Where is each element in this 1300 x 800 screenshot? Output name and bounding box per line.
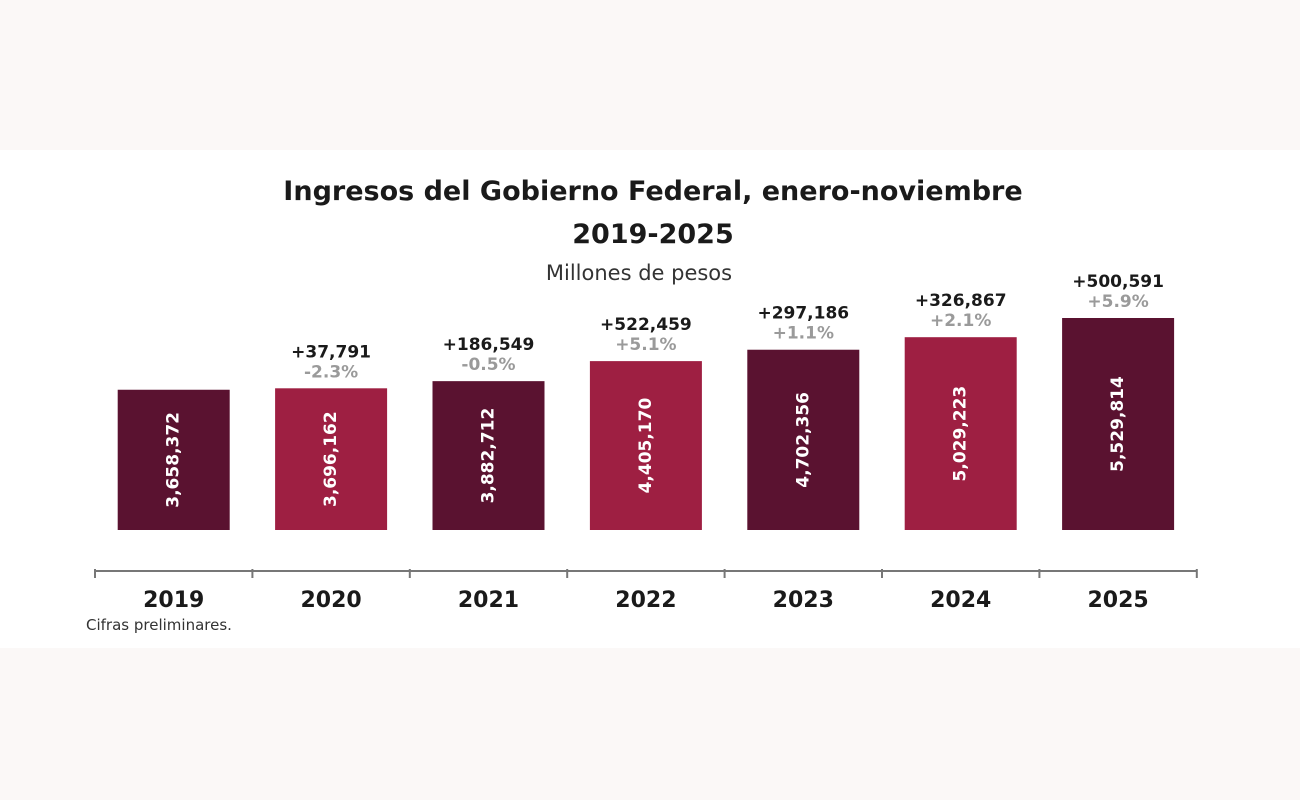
bar-2023 bbox=[747, 349, 860, 530]
percent-label: +5.1% bbox=[615, 335, 676, 355]
bar-value-label: 4,702,356 bbox=[793, 392, 813, 488]
change-label: +186,549 bbox=[443, 335, 535, 355]
x-tick-label: 2025 bbox=[1087, 588, 1148, 613]
percent-label: -2.3% bbox=[304, 362, 358, 382]
change-label: +297,186 bbox=[757, 304, 849, 324]
bar-value-label: 3,882,712 bbox=[479, 408, 499, 504]
change-label: +500,591 bbox=[1072, 272, 1164, 292]
x-tick-label: 2023 bbox=[773, 588, 834, 613]
unit-label: Millones de pesos bbox=[546, 261, 732, 285]
bar-value-label: 5,029,223 bbox=[951, 386, 971, 482]
bar-value-label: 3,696,162 bbox=[321, 411, 341, 507]
change-label: +326,867 bbox=[915, 291, 1007, 311]
percent-label: -0.5% bbox=[461, 355, 515, 375]
change-label: +522,459 bbox=[600, 315, 692, 335]
bar-2021 bbox=[432, 381, 545, 530]
chart-title: Ingresos del Gobierno Federal, enero-nov… bbox=[283, 176, 1022, 207]
bar-2019 bbox=[117, 389, 230, 530]
bar-2020 bbox=[275, 388, 388, 530]
footnote: Cifras preliminares. bbox=[86, 616, 232, 634]
bar-2025 bbox=[1062, 318, 1175, 530]
bar-value-label: 5,529,814 bbox=[1108, 376, 1128, 472]
bar-value-label: 4,405,170 bbox=[636, 398, 656, 494]
x-tick-label: 2019 bbox=[143, 588, 204, 613]
change-label: +37,791 bbox=[291, 342, 371, 362]
bar-2024 bbox=[904, 337, 1017, 530]
percent-label: +5.9% bbox=[1087, 292, 1148, 312]
x-tick-label: 2021 bbox=[458, 588, 519, 613]
x-tick-label: 2020 bbox=[300, 588, 361, 613]
chart-subtitle: 2019-2025 bbox=[572, 219, 734, 250]
x-tick-label: 2022 bbox=[615, 588, 676, 613]
bar-value-label: 3,658,372 bbox=[164, 412, 184, 508]
percent-label: +2.1% bbox=[930, 311, 991, 331]
bar-2022 bbox=[589, 361, 702, 530]
percent-label: +1.1% bbox=[773, 324, 834, 344]
x-tick-label: 2024 bbox=[930, 588, 991, 613]
